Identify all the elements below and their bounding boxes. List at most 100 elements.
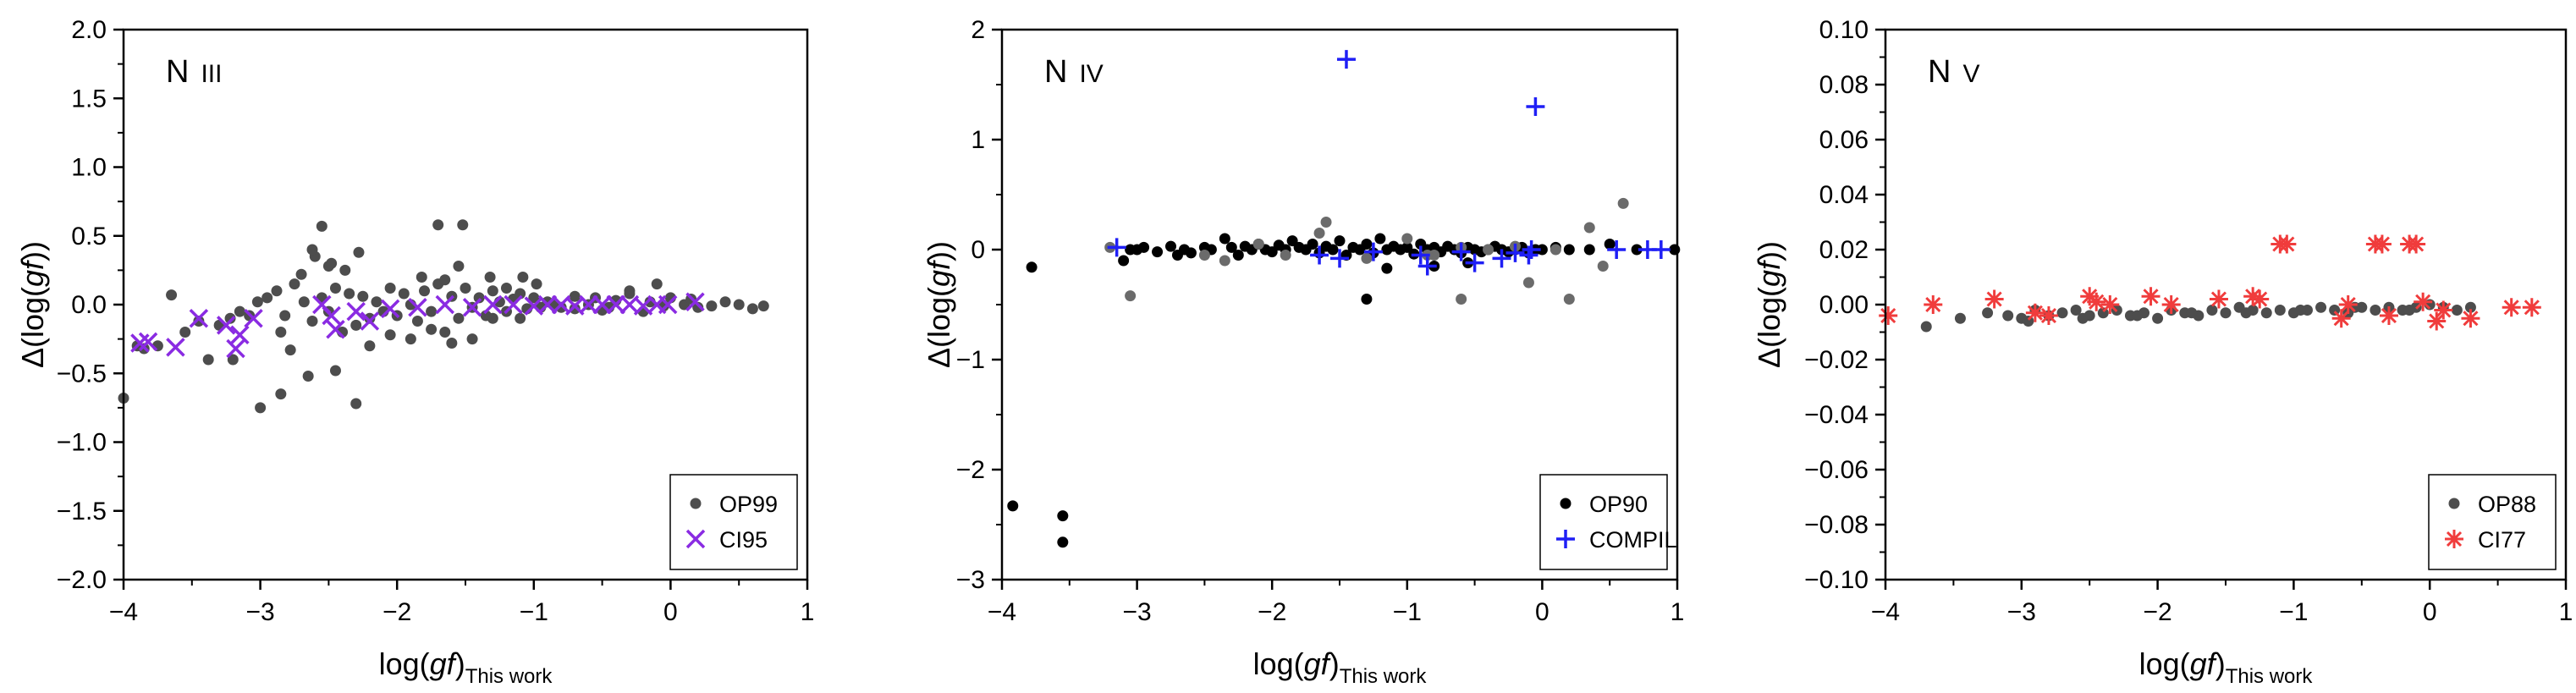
data-point	[1026, 261, 1038, 273]
x-tick-label: −2	[2143, 598, 2171, 626]
data-point	[306, 244, 318, 256]
y-axis-title: Δ(log(gf))	[15, 241, 50, 368]
data-point	[350, 398, 362, 410]
y-axis-title-suffix: ))	[1752, 241, 1786, 261]
data-point	[353, 246, 365, 258]
y-axis-title-prefix: Δ(log(	[922, 287, 956, 368]
legend-marker	[2448, 498, 2460, 509]
data-point	[1456, 294, 1467, 305]
data-point	[1669, 244, 1681, 256]
x-tick-label: −4	[1871, 598, 1900, 626]
x-axis-title: log(gf)This work	[1253, 646, 1428, 688]
data-point	[2161, 295, 2181, 314]
data-point	[432, 219, 444, 231]
data-point	[189, 309, 209, 328]
data-point	[2240, 307, 2252, 319]
x-tick-label: 1	[1671, 598, 1685, 626]
data-point	[500, 283, 512, 294]
data-point	[1451, 242, 1471, 261]
y-tick-label: 0.04	[1819, 181, 1869, 209]
data-point	[350, 319, 362, 331]
data-point	[2131, 310, 2143, 322]
data-point	[202, 354, 214, 366]
data-point	[2379, 306, 2398, 325]
x-tick-label: −1	[1393, 598, 1422, 626]
x-axis-title-prefix: log(	[1253, 646, 1304, 681]
data-point	[569, 290, 581, 302]
data-point	[1522, 240, 1541, 259]
data-point	[460, 283, 471, 294]
data-point	[1125, 290, 1137, 302]
legend-marker	[1560, 498, 1571, 509]
x-tick-label: 0	[2423, 598, 2437, 626]
data-point	[2077, 312, 2089, 324]
data-point	[339, 264, 351, 276]
data-point	[1583, 244, 1595, 256]
x-tick-label: −1	[2279, 598, 2308, 626]
x-tick-label: −3	[245, 598, 274, 626]
data-point	[1982, 307, 1994, 319]
x-axis-title-suffix: )	[1329, 646, 1340, 681]
data-point	[138, 332, 158, 352]
data-point	[1310, 245, 1329, 265]
y-tick-label: −1.5	[57, 498, 107, 525]
data-point	[746, 303, 758, 315]
data-point	[179, 327, 191, 338]
data-point	[2087, 292, 2106, 311]
data-point	[408, 298, 427, 317]
data-point	[1483, 244, 1494, 256]
x-axis-title: log(gf)This work	[379, 646, 553, 688]
x-axis-title-prefix: log(	[2139, 646, 2190, 681]
data-points	[1007, 50, 1681, 548]
data-point	[289, 278, 300, 290]
data-point	[329, 365, 341, 377]
x-axis-title-suffix: )	[2215, 646, 2226, 681]
data-point	[1361, 294, 1373, 305]
panel-label-ion: III	[201, 60, 222, 88]
data-point	[2100, 295, 2120, 314]
y-tick-label: 0	[971, 236, 985, 264]
x-axis-title-subscript: This work	[465, 665, 553, 688]
x-tick-label: 1	[2559, 598, 2573, 626]
panel-label: N IV	[1044, 54, 1104, 90]
y-tick-label: −2.0	[57, 566, 107, 594]
data-point	[504, 294, 523, 315]
data-point	[275, 388, 287, 400]
x-axis-title-italic: gf	[1304, 646, 1333, 681]
x-axis-title: log(gf)This work	[2139, 646, 2314, 688]
data-point	[255, 402, 267, 414]
data-points	[1879, 234, 2541, 333]
data-point	[329, 283, 341, 294]
y-tick-label: −0.5	[57, 360, 107, 388]
data-point	[1336, 50, 1356, 69]
data-point	[483, 294, 503, 315]
panel-label-element: N	[1044, 54, 1067, 90]
data-point	[284, 344, 296, 356]
x-tick-label: −3	[2007, 598, 2036, 626]
data-point	[166, 289, 178, 301]
data-point	[1549, 244, 1561, 256]
data-point	[2403, 305, 2415, 316]
x-tick-label: −3	[1122, 598, 1151, 626]
data-point	[1381, 262, 1393, 274]
data-point	[426, 323, 438, 335]
data-point	[592, 294, 612, 315]
data-point	[1185, 247, 1197, 259]
data-point	[1219, 233, 1230, 245]
data-point	[2250, 289, 2270, 309]
y-axis-title-suffix: ))	[922, 241, 956, 261]
y-tick-label: 0.5	[71, 223, 107, 250]
y-axis-title-prefix: Δ(log(	[1752, 287, 1786, 368]
data-point	[439, 327, 451, 338]
data-point	[1266, 246, 1278, 258]
data-point	[1219, 255, 1230, 267]
data-point	[2331, 309, 2351, 328]
data-point	[1607, 240, 1627, 259]
data-point	[419, 285, 431, 297]
data-point	[306, 316, 318, 327]
data-point	[261, 292, 273, 304]
data-point	[2025, 303, 2045, 322]
data-point	[1252, 239, 1264, 250]
